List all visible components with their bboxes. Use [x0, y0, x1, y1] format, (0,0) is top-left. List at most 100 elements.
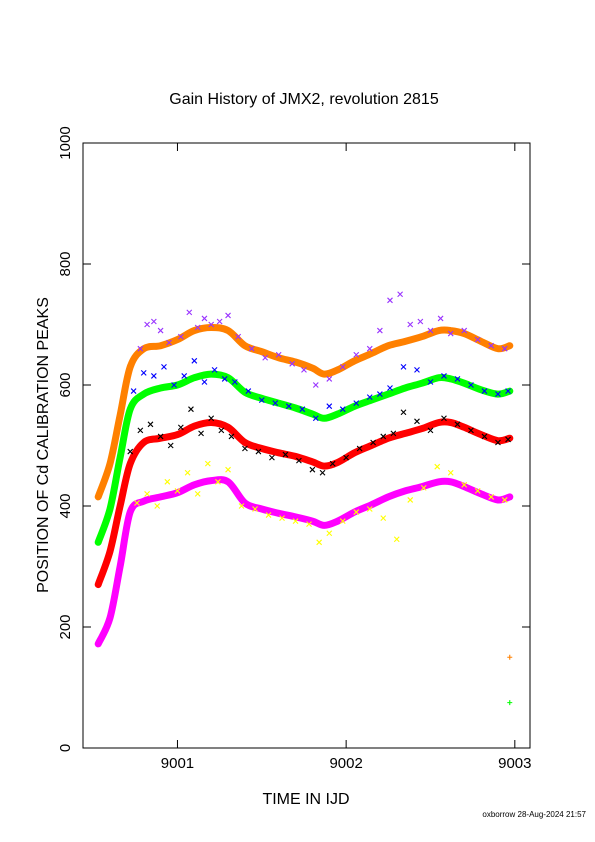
data-point [279, 515, 285, 521]
y-tick-label: 600 [57, 372, 74, 397]
data-point [427, 379, 434, 385]
data-point [174, 487, 181, 494]
fit-curve [94, 418, 514, 589]
data-point [225, 466, 231, 473]
data-point [427, 327, 434, 334]
data-point [356, 445, 363, 452]
data-point [181, 373, 188, 379]
data-point [507, 700, 513, 706]
series-8-points [507, 654, 513, 660]
data-point [474, 336, 481, 343]
data-point [150, 373, 157, 379]
data-point [461, 327, 468, 334]
fit-curve [94, 324, 514, 501]
data-point [201, 379, 208, 385]
data-point [427, 427, 434, 434]
data-point [275, 351, 282, 358]
data-point [216, 318, 223, 325]
x-tick-label: 9003 [498, 755, 531, 772]
data-point [309, 466, 316, 473]
data-point [228, 433, 235, 440]
data-point [235, 333, 242, 340]
data-point [501, 497, 508, 503]
y-tick-label: 200 [57, 614, 74, 639]
y-tick-label: 0 [57, 744, 74, 752]
x-tick-label: 9001 [161, 755, 194, 772]
plot-area [94, 291, 514, 706]
data-point [211, 366, 218, 373]
data-point [353, 400, 360, 407]
data-point [144, 491, 150, 497]
data-point [441, 373, 447, 379]
data-point [434, 463, 441, 470]
data-point [231, 379, 238, 385]
data-point [376, 327, 383, 334]
data-point [380, 433, 387, 440]
data-point [447, 330, 454, 337]
data-point [437, 315, 444, 322]
data-point [215, 478, 221, 485]
data-point [343, 454, 350, 461]
data-point [461, 481, 468, 488]
data-point [339, 363, 346, 370]
data-point [339, 518, 346, 525]
data-point [130, 388, 137, 394]
series-7-points [134, 460, 508, 546]
data-point [208, 415, 215, 422]
data-point [167, 442, 174, 449]
data-point [505, 388, 511, 394]
data-point [201, 315, 208, 322]
series-4-points [137, 291, 508, 388]
data-point [208, 321, 215, 328]
data-point [296, 457, 302, 464]
data-point [255, 448, 262, 455]
data-point [454, 376, 461, 382]
data-point [218, 427, 225, 434]
data-point [366, 345, 373, 352]
data-point [390, 430, 397, 437]
y-axis-ticks: 0 200 400 600 800 1000 [57, 126, 530, 752]
data-point [134, 500, 140, 506]
data-point [366, 394, 373, 400]
data-point [488, 342, 495, 349]
data-point [157, 327, 164, 334]
data-point [137, 345, 144, 352]
y-axis-label: POSITION OF Cd CALIBRATION PEAKS [35, 297, 52, 593]
series-5-points [130, 357, 511, 422]
data-point [242, 445, 248, 452]
data-point [161, 363, 167, 370]
data-point [301, 366, 307, 373]
data-point [188, 406, 194, 413]
data-point [144, 321, 150, 328]
series-6-points [127, 406, 511, 476]
data-point [505, 436, 511, 443]
data-point [272, 400, 279, 407]
data-point [501, 345, 508, 352]
data-point [245, 388, 252, 394]
data-point [282, 451, 289, 458]
y-tick-label: 800 [57, 251, 74, 276]
data-point [339, 406, 346, 413]
data-point [400, 363, 407, 370]
data-point [366, 506, 373, 512]
data-point [468, 382, 474, 388]
data-point [468, 427, 474, 434]
data-point [414, 418, 420, 425]
series-9-points [507, 700, 513, 706]
data-point [191, 357, 198, 364]
data-point [177, 333, 184, 340]
data-point [312, 382, 319, 388]
data-point [154, 503, 161, 509]
footer-credit: oxborrow 28-Aug-2024 21:57 [482, 810, 586, 819]
data-point [198, 430, 204, 437]
data-point [326, 403, 333, 410]
x-axis-ticks: 9001 9002 9003 [161, 143, 532, 772]
data-point [221, 376, 228, 382]
data-point [507, 654, 513, 660]
data-point [387, 385, 393, 391]
data-point [238, 503, 245, 509]
data-point [329, 460, 336, 467]
data-point [285, 403, 292, 410]
data-point [252, 506, 258, 512]
data-point [225, 312, 231, 319]
